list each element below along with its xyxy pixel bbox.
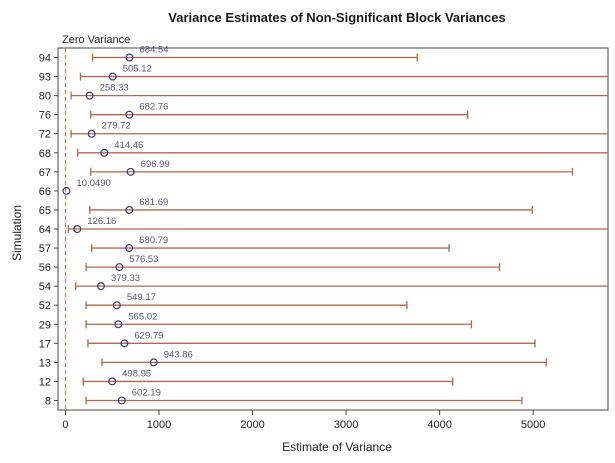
estimate-data-label: 680.79 (139, 235, 168, 246)
y-tick-label: 57 (39, 243, 51, 255)
estimate-data-label: 414.46 (114, 140, 143, 151)
estimate-marker (108, 377, 117, 386)
y-tick-label: 68 (39, 148, 51, 160)
y-tick-label: 13 (39, 357, 51, 369)
estimate-data-label: 565.02 (128, 311, 157, 322)
y-tick-label: 29 (39, 319, 51, 331)
chart-title: Variance Estimates of Non-Significant Bl… (168, 10, 505, 25)
estimate-marker (114, 320, 123, 329)
estimate-data-label: 684.54 (140, 45, 169, 56)
estimate-data-label: 602.19 (132, 387, 161, 398)
y-tick-label: 17 (39, 338, 51, 350)
zero-variance-label: Zero Variance (62, 34, 130, 46)
x-tick-label: 3000 (334, 419, 358, 431)
estimate-data-label: 682.76 (139, 102, 168, 113)
y-tick-label: 56 (39, 262, 51, 274)
estimate-marker (112, 301, 121, 310)
y-tick-label: 76 (39, 110, 51, 122)
estimate-marker (125, 205, 134, 214)
y-tick-label: 64 (39, 224, 51, 236)
estimate-marker (96, 282, 105, 291)
y-tick-label: 52 (39, 300, 51, 312)
y-tick-label: 54 (39, 281, 51, 293)
estimate-data-label: 549.17 (127, 292, 156, 303)
estimate-data-label: 576.53 (129, 254, 158, 265)
y-tick-label: 72 (39, 129, 51, 141)
estimate-marker (100, 148, 109, 157)
y-tick-label: 8 (45, 395, 51, 407)
estimate-data-label: 629.79 (134, 330, 163, 341)
estimate-data-label: 681.69 (139, 197, 168, 208)
estimate-marker (117, 396, 126, 405)
estimate-data-label: 379.33 (111, 273, 140, 284)
estimate-data-label: 126.16 (87, 216, 116, 227)
y-tick-label: 93 (39, 72, 51, 84)
estimate-marker (125, 53, 134, 62)
estimate-marker (73, 225, 82, 234)
estimate-marker (115, 263, 124, 272)
y-tick-label: 65 (39, 205, 51, 217)
estimate-data-label: 943.86 (164, 349, 193, 360)
estimate-marker (87, 129, 96, 138)
x-tick-label: 5000 (521, 419, 545, 431)
estimate-data-label: 498.95 (122, 368, 151, 379)
x-tick-label: 2000 (240, 419, 264, 431)
y-tick-label: 94 (39, 53, 51, 65)
estimate-data-label: 279.72 (102, 121, 131, 132)
estimate-data-label: 10.0490 (76, 178, 110, 189)
estimate-marker (125, 244, 134, 253)
estimate-marker (120, 339, 129, 348)
x-axis-label: Estimate of Variance (282, 440, 392, 454)
y-tick-label: 66 (39, 186, 51, 198)
estimate-marker (149, 358, 158, 367)
plot-area: 0 1000 2000 3000 4000 5000 94 684.54 93 505.12 80 2… (39, 45, 609, 431)
x-tick-label: 4000 (427, 419, 451, 431)
estimate-marker (108, 72, 117, 81)
estimate-data-label: 696.99 (141, 159, 170, 170)
y-tick-label: 67 (39, 167, 51, 179)
estimate-marker (125, 110, 134, 119)
estimate-data-label: 258.33 (100, 83, 129, 94)
y-tick-label: 80 (39, 91, 51, 103)
y-axis-label: Simulation (10, 205, 24, 261)
estimate-marker (62, 186, 71, 195)
x-tick-label: 0 (62, 419, 68, 431)
x-tick-label: 1000 (147, 419, 171, 431)
y-tick-label: 12 (39, 376, 51, 388)
estimate-marker (85, 91, 94, 100)
estimate-marker (126, 167, 135, 176)
estimate-data-label: 505.12 (123, 64, 152, 75)
